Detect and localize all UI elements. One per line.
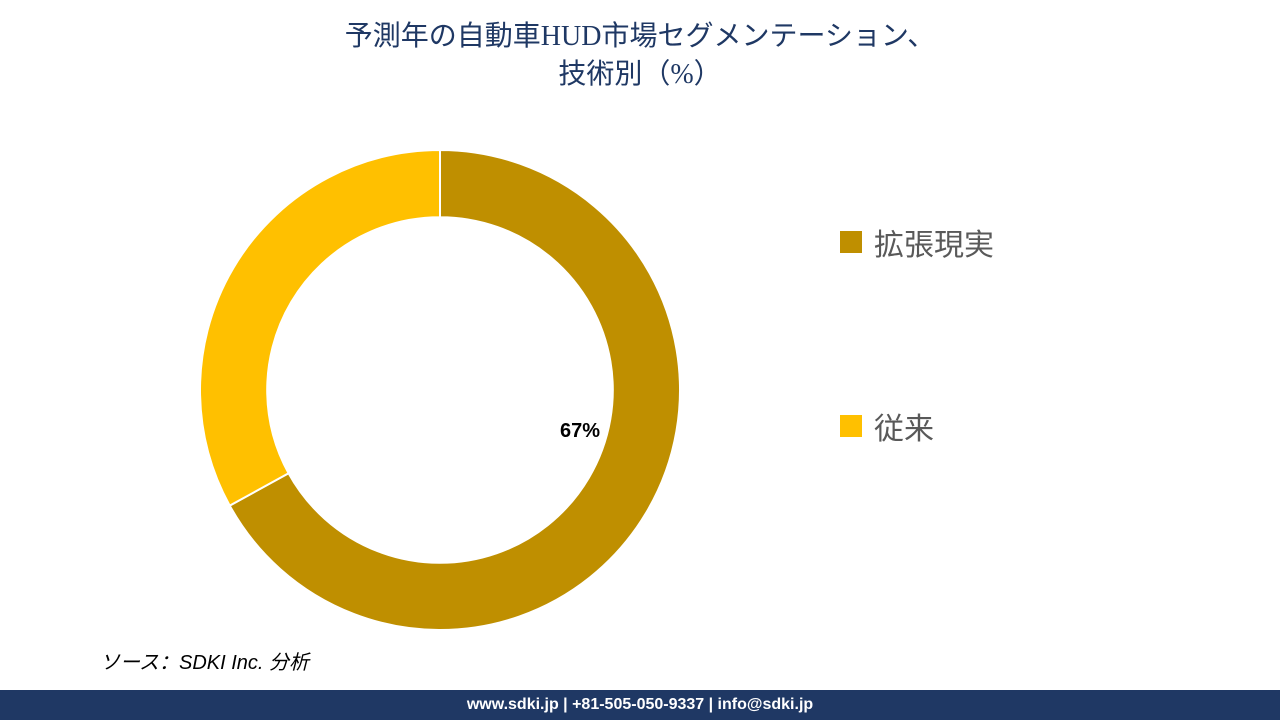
slice-data-label: 67% bbox=[560, 420, 600, 443]
chart-title: 予測年の自動車HUD市場セグメンテーション、 技術別（%） bbox=[0, 0, 1280, 94]
donut-svg bbox=[180, 130, 700, 650]
legend-marker-icon bbox=[840, 231, 862, 253]
legend-marker-icon bbox=[840, 415, 862, 437]
source-text: ソース：SDKI Inc. 分析 bbox=[100, 646, 309, 675]
legend-item: 拡張現実 bbox=[840, 220, 994, 264]
title-line1: 予測年の自動車HUD市場セグメンテーション、 bbox=[345, 21, 935, 52]
legend-label: 従来 bbox=[874, 404, 934, 448]
donut-chart: 67% bbox=[180, 130, 700, 650]
legend-label: 拡張現実 bbox=[874, 220, 994, 264]
footer-bar: www.sdki.jp | +81-505-050-9337 | info@sd… bbox=[0, 690, 1280, 720]
donut-slice bbox=[200, 150, 440, 506]
legend: 拡張現実 従来 bbox=[840, 220, 994, 588]
title-line2: 技術別（%） bbox=[558, 59, 721, 90]
legend-item: 従来 bbox=[840, 404, 994, 448]
